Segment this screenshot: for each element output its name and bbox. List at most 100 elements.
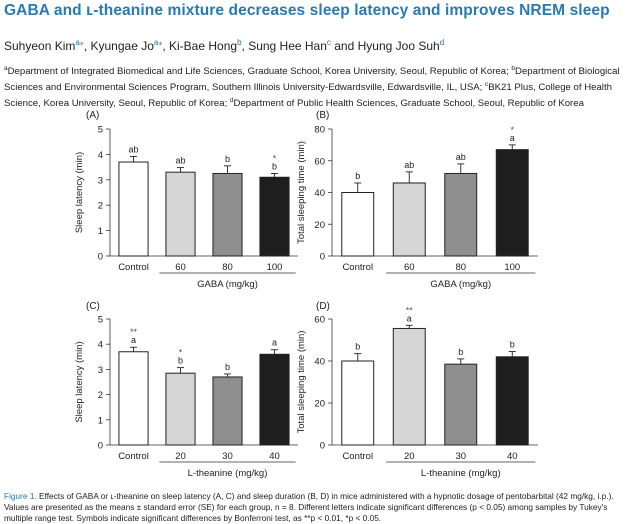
significance-letter-a-3: b <box>272 161 277 171</box>
x-tick-label-a-2: 80 <box>222 262 233 273</box>
y-tick-label-c: 0 <box>98 441 103 452</box>
x-tick-label-d-2: 30 <box>455 451 466 462</box>
author-affiliation-mark: d <box>439 38 445 47</box>
y-axis-label-d: Total sleeping time (min) <box>296 331 307 434</box>
significance-letter-c-3: a <box>272 338 277 348</box>
bar-d-0 <box>341 360 375 446</box>
y-tick-label-c: 1 <box>98 415 103 426</box>
affiliation-mark: d <box>229 97 234 105</box>
y-tick-label-c: 4 <box>98 340 103 351</box>
author-name: Sung Hee Han <box>248 39 327 53</box>
significance-star-c-0: ** <box>130 327 138 337</box>
significance-letter-a-2: b <box>225 154 230 164</box>
x-tick-label-d-1: 20 <box>404 451 415 462</box>
figure-caption: Figure 1. Effects of GABA or ʟ-theanine … <box>4 491 628 524</box>
significance-letter-d-1: a <box>407 313 412 323</box>
significance-letter-d-0: b <box>355 342 360 352</box>
bar-c-2 <box>212 376 243 446</box>
affiliation-mark: c <box>484 81 489 89</box>
affiliation-text: Department of Biological Sciences and En… <box>4 66 620 94</box>
x-axis-label-b: GABA (mg/kg) <box>430 279 491 290</box>
y-tick-label-b: 20 <box>314 220 325 231</box>
author-separator: , <box>241 39 249 53</box>
y-tick-label-d: 60 <box>314 315 325 326</box>
significance-letter-a-0: ab <box>128 144 138 154</box>
affiliation-mark: a <box>4 65 8 72</box>
x-axis-label-a: GABA (mg/kg) <box>197 279 258 290</box>
significance-letter-b-1: ab <box>404 160 414 170</box>
x-tick-label-b-3: 100 <box>504 262 520 273</box>
y-tick-label-b: 40 <box>314 188 325 199</box>
caption-label: Figure 1. <box>4 491 37 501</box>
significance-letter-b-3: a <box>510 133 515 143</box>
significance-star-a-3: * <box>273 153 277 163</box>
y-tick-label-b: 80 <box>314 125 325 136</box>
y-axis-label-a: Sleep latency (min) <box>74 152 85 233</box>
x-tick-label-c-0: Control <box>118 451 149 462</box>
x-tick-label-a-1: 60 <box>175 262 186 273</box>
y-tick-label-a: 4 <box>98 150 103 161</box>
bar-a-2 <box>212 172 243 257</box>
affiliations: aDepartment of Integrated Biomedical and… <box>4 62 628 111</box>
x-tick-label-b-0: Control <box>342 262 373 273</box>
affiliation-mark: b <box>511 65 516 72</box>
panel-label-d: (D) <box>316 301 330 312</box>
y-tick-label-d: 40 <box>314 357 325 368</box>
author-separator: and <box>330 39 358 53</box>
x-tick-label-a-0: Control <box>118 262 149 273</box>
author-name: Ki-Bae Hong <box>169 39 238 53</box>
bar-b-0 <box>341 192 375 257</box>
y-axis-label-b: Total sleeping time (min) <box>296 141 307 244</box>
x-tick-label-c-1: 20 <box>175 451 186 462</box>
y-tick-label-c: 5 <box>98 315 103 326</box>
x-tick-label-c-2: 30 <box>222 451 233 462</box>
x-tick-label-d-3: 40 <box>507 451 518 462</box>
panel-label-a: (A) <box>86 110 99 121</box>
caption-text: Effects of GABA or ʟ-theanine on sleep l… <box>4 491 614 523</box>
y-tick-label-b: 0 <box>320 252 325 263</box>
panel-label-c: (C) <box>86 301 100 312</box>
author-name: Hyung Joo Suh <box>357 39 440 53</box>
panel-label-b: (B) <box>316 110 329 121</box>
author-affiliation-mark: c <box>326 38 331 47</box>
bar-b-2 <box>444 172 478 257</box>
significance-letter-c-2: b <box>225 362 230 372</box>
significance-letter-a-1: ab <box>175 156 185 166</box>
bar-c-3 <box>259 353 290 446</box>
significance-star-b-3: * <box>510 125 514 135</box>
y-tick-label-c: 3 <box>98 365 103 376</box>
y-tick-label-d: 20 <box>314 399 325 410</box>
bar-a-3 <box>259 176 290 257</box>
affiliation-text: Department of Integrated Biomedical and … <box>7 66 512 78</box>
author-affiliation-mark: a⁎ <box>153 38 163 47</box>
figure-1: (A) 0 1 2 3 4 5 Sleep latency (min) ab Control ab 6… <box>0 103 631 488</box>
significance-letter-d-3: b <box>510 340 515 350</box>
x-tick-label-a-3: 100 <box>267 262 283 273</box>
x-axis-label-d: L-theanine (mg/kg) <box>421 468 501 479</box>
author-separator: , <box>162 39 170 53</box>
y-tick-label-b: 60 <box>314 156 325 167</box>
y-tick-label-d: 0 <box>320 441 325 452</box>
y-tick-label-a: 0 <box>98 252 103 263</box>
bar-a-0 <box>118 161 149 257</box>
bar-d-1 <box>392 327 426 446</box>
bar-b-3 <box>495 149 529 257</box>
bar-c-1 <box>165 372 196 446</box>
paper-title: GABA and ʟ-theanine mixture decreases sl… <box>4 2 610 19</box>
author-affiliation-mark: b <box>237 38 242 47</box>
y-tick-label-a: 1 <box>98 226 103 237</box>
y-tick-label-a: 3 <box>98 175 103 186</box>
significance-star-c-1: * <box>179 348 183 358</box>
bar-d-2 <box>444 363 478 446</box>
y-tick-label-c: 2 <box>98 390 103 401</box>
author-name: Kyungae Jo <box>90 39 154 53</box>
bar-a-1 <box>165 171 196 257</box>
significance-letter-b-0: b <box>355 171 360 181</box>
bar-c-0 <box>118 351 149 446</box>
x-axis-label-c: L-theanine (mg/kg) <box>188 468 268 479</box>
x-tick-label-c-3: 40 <box>269 451 280 462</box>
y-tick-label-a: 5 <box>98 125 103 136</box>
author-affiliation-mark: a⁎ <box>75 38 84 47</box>
significance-letter-d-2: b <box>458 347 463 357</box>
